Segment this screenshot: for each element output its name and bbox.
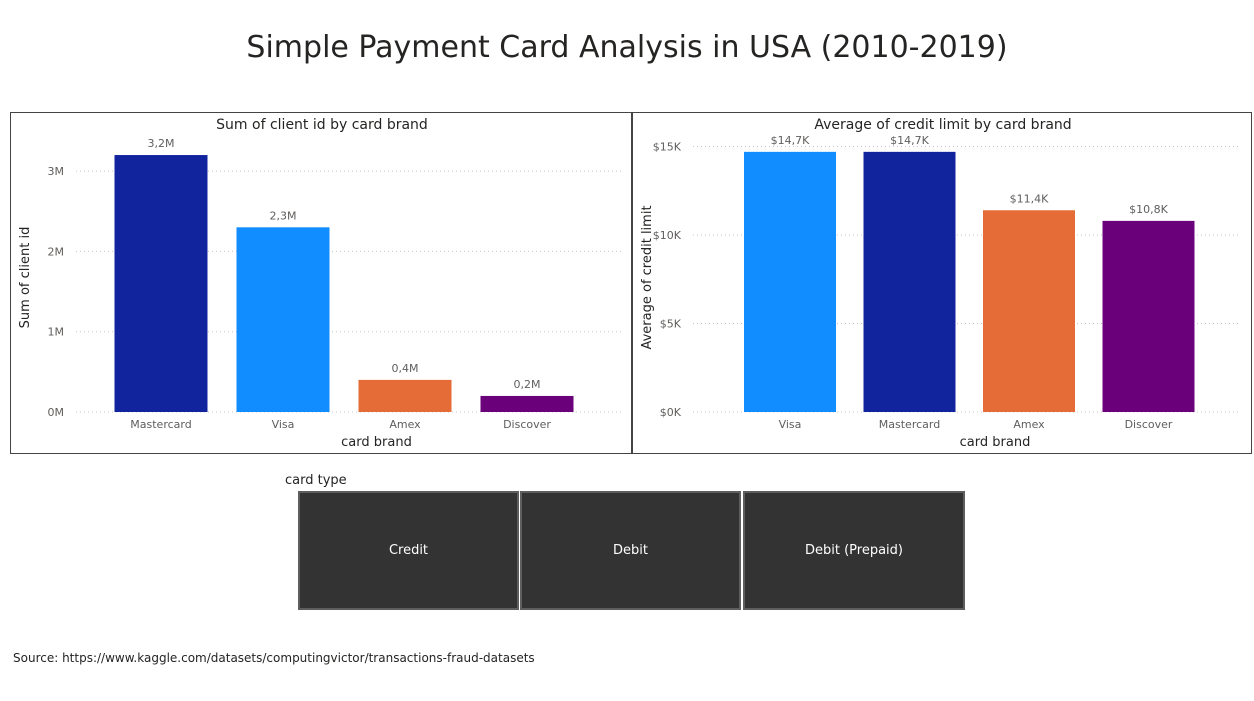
slicer-header: card type (285, 473, 347, 488)
client-id-chart-svg: Sum of client id by card brand 0M 1M 2M 3M Su… (18, 117, 621, 450)
y-tick-label: $5K (660, 318, 682, 331)
data-label: $14,7K (771, 134, 810, 147)
y-tick-label: $10K (653, 229, 682, 242)
x-tick-label: Discover (503, 418, 551, 431)
bar (236, 227, 330, 412)
x-tick-label: Mastercard (879, 418, 940, 431)
chart-title: Average of credit limit by card brand (814, 117, 1071, 133)
slicer-option-credit[interactable]: Credit (298, 491, 519, 610)
y-axis-title: Average of credit limit (640, 205, 655, 349)
bar (114, 155, 208, 412)
x-tick-label: Discover (1125, 418, 1173, 431)
bar (863, 151, 956, 412)
x-tick-label: Amex (1013, 418, 1045, 431)
data-label: $14,7K (890, 134, 929, 147)
bar (480, 395, 574, 412)
bar (983, 210, 1075, 412)
slicer-option-debit[interactable]: Debit (520, 491, 741, 610)
slicer-option-debit-prepaid[interactable]: Debit (Prepaid) (743, 491, 965, 610)
bar (358, 379, 452, 412)
data-label: 3,2M (148, 137, 175, 150)
chart-title: Sum of client id by card brand (216, 117, 428, 133)
card-type-slicer: Credit Debit Debit (Prepaid) (298, 491, 965, 610)
y-tick-label: 3M (48, 165, 65, 178)
y-tick-label: $0K (660, 406, 682, 419)
data-label: $10,8K (1129, 203, 1168, 216)
y-tick-label: $15K (653, 141, 682, 154)
x-tick-label: Visa (779, 418, 802, 431)
client-id-bar-chart[interactable]: Sum of client id by card brand 0M 1M 2M 3M Su… (10, 112, 632, 454)
data-label: 0,4M (392, 362, 419, 375)
bar (1102, 220, 1195, 412)
data-label: 2,3M (270, 209, 297, 222)
x-tick-label: Visa (272, 418, 295, 431)
x-axis-title: card brand (960, 435, 1031, 450)
data-label: $11,4K (1010, 192, 1049, 205)
x-tick-label: Amex (389, 418, 421, 431)
x-tick-label: Mastercard (130, 418, 191, 431)
report-title: Simple Payment Card Analysis in USA (201… (246, 30, 1008, 65)
bar (744, 151, 836, 412)
data-label: 0,2M (514, 378, 541, 391)
y-axis-title: Sum of client id (18, 227, 33, 329)
credit-limit-chart-svg: Average of credit limit by card brand $0K… (640, 117, 1241, 450)
y-tick-label: 2M (48, 245, 65, 258)
source-note: Source: https://www.kaggle.com/datasets/… (13, 651, 535, 665)
y-tick-label: 1M (48, 326, 65, 339)
credit-limit-bar-chart[interactable]: Average of credit limit by card brand $0K… (632, 112, 1252, 454)
y-tick-label: 0M (48, 406, 65, 419)
x-axis-title: card brand (341, 435, 412, 450)
